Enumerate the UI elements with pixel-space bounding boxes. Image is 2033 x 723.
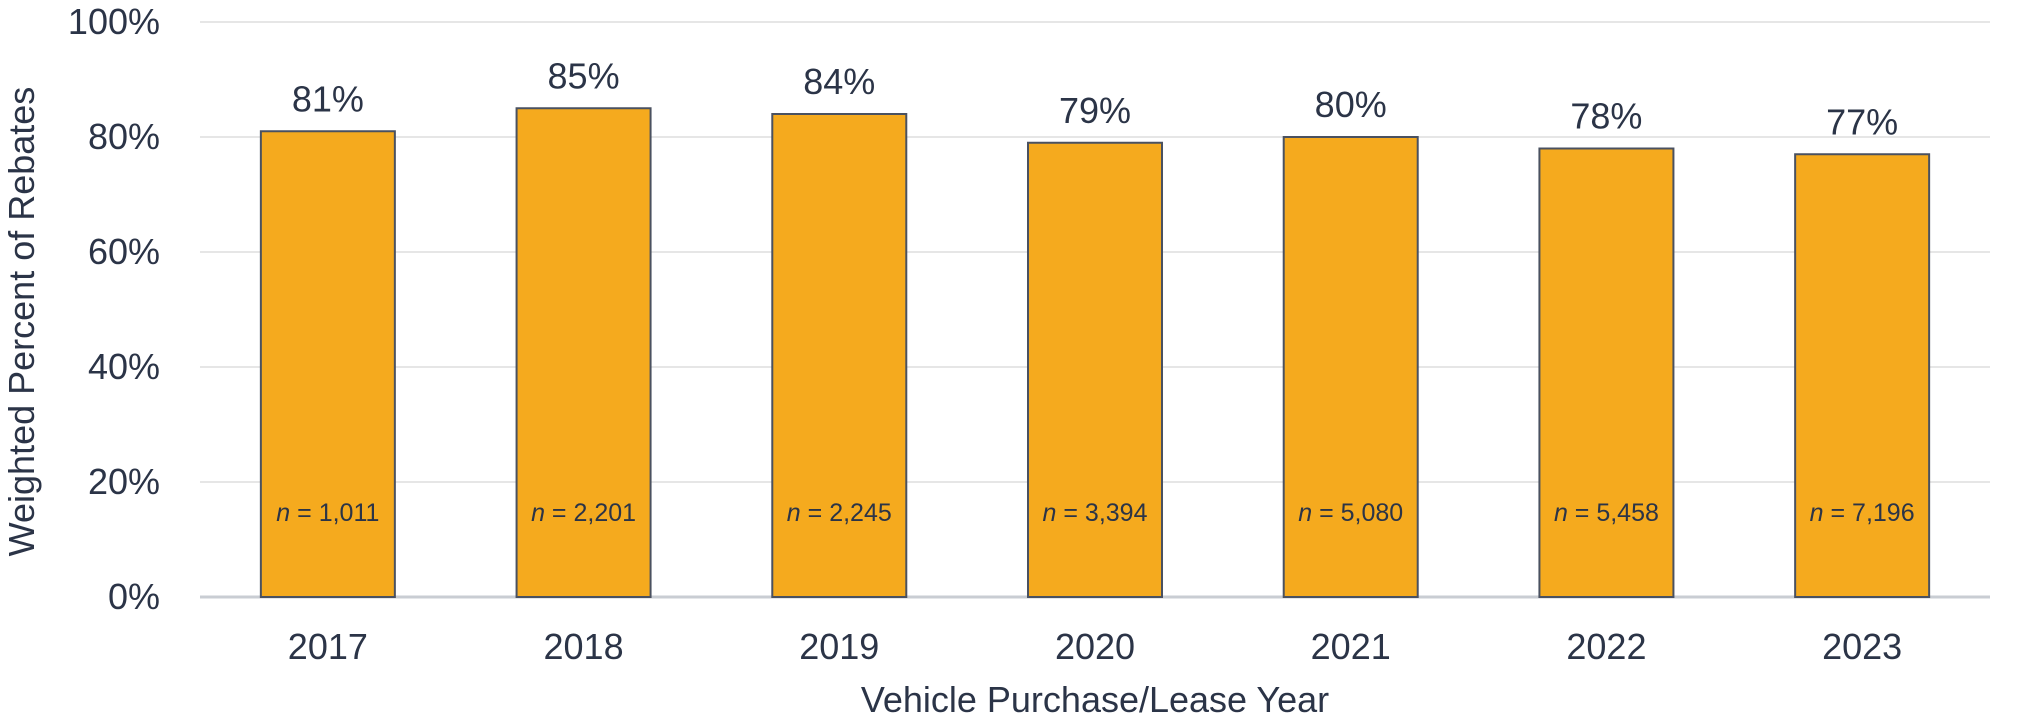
bar bbox=[1538, 147, 1675, 598]
bar bbox=[515, 107, 652, 598]
bar bbox=[771, 113, 908, 598]
data-label: 84% bbox=[803, 61, 875, 102]
sample-size-label: n = 3,394 bbox=[1043, 499, 1148, 527]
y-tick-label: 0% bbox=[108, 576, 160, 617]
bars bbox=[259, 107, 1931, 598]
sample-size-label: n = 2,245 bbox=[787, 499, 892, 527]
sample-size-label: n = 1,011 bbox=[276, 499, 379, 527]
x-tick-label: 2023 bbox=[1822, 626, 1902, 667]
y-tick-label: 40% bbox=[88, 346, 160, 387]
data-label: 79% bbox=[1059, 90, 1131, 131]
data-label: 80% bbox=[1315, 84, 1387, 125]
x-tick-label: 2021 bbox=[1311, 626, 1391, 667]
y-tick-label: 60% bbox=[88, 231, 160, 272]
x-tick-label: 2018 bbox=[544, 626, 624, 667]
y-tick-label: 80% bbox=[88, 116, 160, 157]
sample-size-label: n = 5,080 bbox=[1298, 499, 1403, 527]
sample-size-label: n = 7,196 bbox=[1810, 499, 1915, 527]
bar bbox=[259, 130, 396, 598]
bar bbox=[1282, 136, 1419, 598]
sample-size-label: n = 2,201 bbox=[531, 499, 636, 527]
x-axis-title: Vehicle Purchase/Lease Year bbox=[861, 679, 1329, 720]
y-tick-label: 100% bbox=[68, 1, 160, 42]
x-tick-label: 2022 bbox=[1566, 626, 1646, 667]
labels: 0% 20% 40% 60% 80% 100% 81% n = 1,011 2017 85% n =… bbox=[68, 1, 1915, 667]
data-label: 78% bbox=[1570, 96, 1642, 137]
data-label: 85% bbox=[548, 55, 620, 96]
x-tick-label: 2019 bbox=[799, 626, 879, 667]
x-tick-label: 2017 bbox=[288, 626, 368, 667]
y-tick-label: 20% bbox=[88, 461, 160, 502]
bar bbox=[1027, 141, 1163, 598]
x-tick-label: 2020 bbox=[1055, 626, 1135, 667]
y-axis-title: Weighted Percent of Rebates bbox=[1, 87, 42, 557]
bar bbox=[1794, 153, 1931, 598]
data-label: 81% bbox=[292, 78, 364, 119]
data-label: 77% bbox=[1826, 101, 1898, 142]
sample-size-label: n = 5,458 bbox=[1554, 499, 1659, 527]
